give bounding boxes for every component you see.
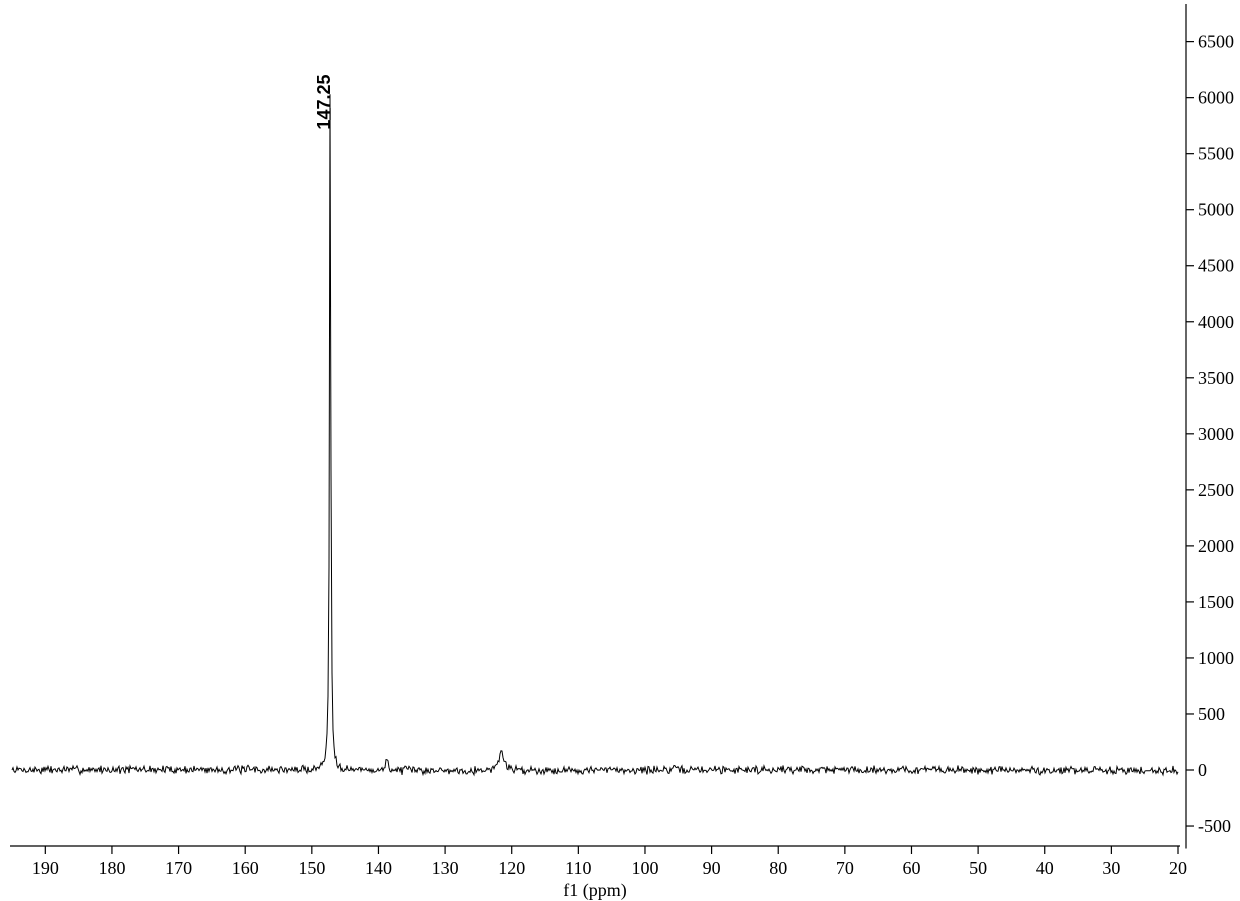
y-tick-label: 4000 [1198, 312, 1234, 332]
x-tick-label: 20 [1169, 858, 1187, 878]
y-tick-label: 1000 [1198, 648, 1234, 668]
x-tick-label: 80 [769, 858, 787, 878]
y-tick-label: 1500 [1198, 592, 1234, 612]
spectrum-trace [12, 94, 1178, 775]
x-tick-label: 70 [836, 858, 854, 878]
y-tick-label: 2000 [1198, 536, 1234, 556]
chart-svg: 190 180 170 160 150 140 130 120 110 100 90 80 70 60 50… [0, 0, 1240, 901]
peak-label: 147.25 [314, 74, 334, 129]
x-tick-label: 110 [565, 858, 591, 878]
x-tick-label: 40 [1036, 858, 1054, 878]
y-tick-label: 3000 [1198, 424, 1234, 444]
y-tick-label: -500 [1198, 816, 1231, 836]
x-tick-label: 60 [902, 858, 920, 878]
y-tick-label: 4500 [1198, 256, 1234, 276]
x-tick-label: 180 [98, 858, 125, 878]
x-tick-label: 130 [432, 858, 459, 878]
x-tick-label: 170 [165, 858, 192, 878]
x-tick-label: 90 [703, 858, 721, 878]
y-tick-label: 0 [1198, 760, 1207, 780]
y-tick-label: 5500 [1198, 144, 1234, 164]
x-tick-label: 140 [365, 858, 392, 878]
x-tick-label: 150 [298, 858, 325, 878]
x-tick-label: 190 [32, 858, 59, 878]
y-tick-label: 6000 [1198, 88, 1234, 108]
x-tick-label: 50 [969, 858, 987, 878]
nmr-spectrum-chart: 190 180 170 160 150 140 130 120 110 100 90 80 70 60 50… [0, 0, 1240, 901]
x-tick-label: 160 [232, 858, 259, 878]
y-tick-label: 3500 [1198, 368, 1234, 388]
x-tick-label: 30 [1102, 858, 1120, 878]
y-tick-label: 5000 [1198, 200, 1234, 220]
x-tick-label: 100 [631, 858, 658, 878]
y-tick-label: 2500 [1198, 480, 1234, 500]
x-axis-title: f1 (ppm) [563, 880, 626, 901]
y-tick-label: 6500 [1198, 32, 1234, 52]
x-tick-label: 120 [498, 858, 525, 878]
y-tick-label: 500 [1198, 704, 1225, 724]
